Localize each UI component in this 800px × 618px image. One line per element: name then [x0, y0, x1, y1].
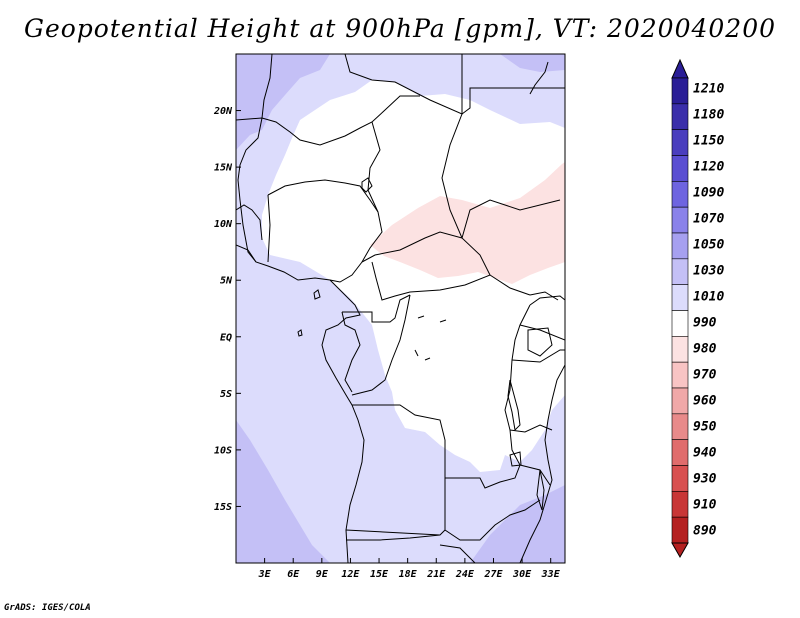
lon-tick-label: 15E — [370, 569, 389, 580]
lon-tick-label: 24E — [455, 569, 475, 580]
colorbar-swatch — [671, 103, 689, 130]
lon-tick-label: 9E — [316, 569, 329, 580]
field-high-se — [470, 485, 565, 563]
field-high-sw — [236, 420, 330, 563]
border-car — [361, 231, 531, 301]
border-drc — [351, 294, 531, 489]
colorbar-level-label: 980 — [693, 342, 717, 357]
lake-tanganyika — [507, 379, 521, 432]
lake-malawi — [536, 469, 545, 511]
border-niger-nigeria — [267, 179, 379, 213]
colorbar-level-label: 1070 — [693, 212, 724, 227]
field-high-ne — [500, 54, 565, 72]
border-chad — [367, 113, 491, 276]
colorbar-level-label: 1180 — [693, 108, 724, 123]
colorbar-swatch — [671, 181, 689, 208]
lat-tick-label: 10N — [214, 219, 233, 230]
lake-victoria — [527, 327, 553, 357]
colorbar-level-label: 960 — [693, 394, 717, 409]
colorbar-level-label: 940 — [693, 446, 717, 461]
lat-tick-label: 5N — [220, 276, 233, 287]
field-lowest-pink — [370, 162, 565, 284]
lon-tick-label: 3E — [258, 569, 272, 580]
colorbar-swatch — [671, 361, 689, 389]
longitude-axis: 3E 6E 9E 12E 15E 18E 21E 24E 27E 30E 33E — [258, 558, 561, 580]
colorbar-swatch — [671, 206, 689, 234]
colorbar-level-label: 1090 — [693, 186, 724, 201]
border-namibia — [346, 534, 476, 563]
colorbar-level-label: 930 — [693, 472, 717, 487]
colorbar-level-label: 1210 — [693, 82, 724, 97]
colorbar-level-label: 910 — [693, 498, 717, 513]
border-gabon-congo — [341, 294, 411, 393]
border-mali-niger — [236, 95, 420, 146]
colorbar-swatch — [671, 516, 689, 544]
lat-tick-label: 5S — [220, 389, 232, 400]
border-sudan-south — [461, 199, 561, 301]
latitude-axis: 20N 15N 10N 5N EQ 5S 10S 15S — [213, 106, 241, 513]
colorbar-swatch — [671, 491, 689, 518]
island-sao-tome — [297, 329, 303, 337]
lon-tick-label: 33E — [541, 569, 561, 580]
colorbar-level-label: 990 — [693, 316, 717, 331]
island-bioko — [313, 289, 321, 300]
colorbar-swatch — [671, 284, 689, 311]
colorbar-level-label: 1120 — [693, 160, 724, 175]
lon-tick-label: 6E — [287, 569, 300, 580]
lat-tick-label: 15S — [214, 502, 232, 513]
colorbar-swatch — [671, 155, 689, 182]
map-frame — [235, 53, 566, 564]
colorbar-swatch — [671, 310, 689, 337]
field-high-nw — [236, 54, 330, 150]
border-north-2 — [461, 87, 565, 115]
lon-tick-label: 21E — [426, 569, 446, 580]
border-angola-zambia — [345, 478, 541, 541]
colorbar-swatch — [671, 439, 689, 466]
grads-credit: GrADS: IGES/COLA — [4, 603, 91, 613]
coastline-west — [237, 54, 365, 563]
border-west-coast — [236, 204, 263, 263]
lat-tick-label: EQ — [220, 332, 232, 343]
lon-tick-label: 30E — [512, 569, 532, 580]
lat-tick-label: 20N — [213, 106, 233, 117]
lon-tick-label: 27E — [483, 569, 503, 580]
lon-tick-label: 12E — [341, 569, 360, 580]
colorbar-level-label: 970 — [693, 368, 717, 383]
colorbar-swatch — [671, 413, 689, 440]
map-title: Geopotential Height at 900hPa [gpm], VT:… — [23, 14, 777, 43]
colorbar-swatch — [671, 77, 689, 105]
colorbar-swatch — [671, 232, 689, 260]
lake-mweru — [509, 451, 522, 467]
lat-tick-label: 10S — [214, 445, 232, 456]
colorbar-swatch — [671, 465, 689, 492]
colorbar-arrow-bottom — [671, 542, 689, 559]
colorbar-level-label: 1050 — [693, 238, 724, 253]
map-borders — [236, 54, 565, 563]
colorbar-swatch — [671, 336, 689, 363]
lon-tick-label: 18E — [399, 569, 418, 580]
field-low-white — [262, 80, 565, 472]
lake-chad — [361, 177, 373, 193]
colorbar-swatch — [671, 387, 689, 415]
colorbar-level-label: 1030 — [693, 264, 724, 279]
colorbar-swatch — [671, 129, 689, 156]
lake-congo-dots — [414, 315, 447, 361]
colorbar-level-label: 1150 — [693, 134, 724, 149]
coastline-east — [519, 61, 565, 563]
colorbar-level-label: 1010 — [693, 290, 724, 305]
colorbar-swatch — [671, 258, 689, 285]
border-east — [509, 295, 565, 486]
border-north-1 — [344, 54, 463, 115]
colorbar-level-label: 890 — [693, 524, 717, 539]
lat-tick-label: 15N — [214, 163, 233, 174]
colorbar-arrow-top — [671, 58, 689, 79]
colorbar: 1210 1180 1150 1120 1090 1070 1050 1030 1010 990 9… — [671, 58, 724, 559]
colorbar-level-label: 950 — [693, 420, 717, 435]
height-field — [236, 54, 565, 563]
